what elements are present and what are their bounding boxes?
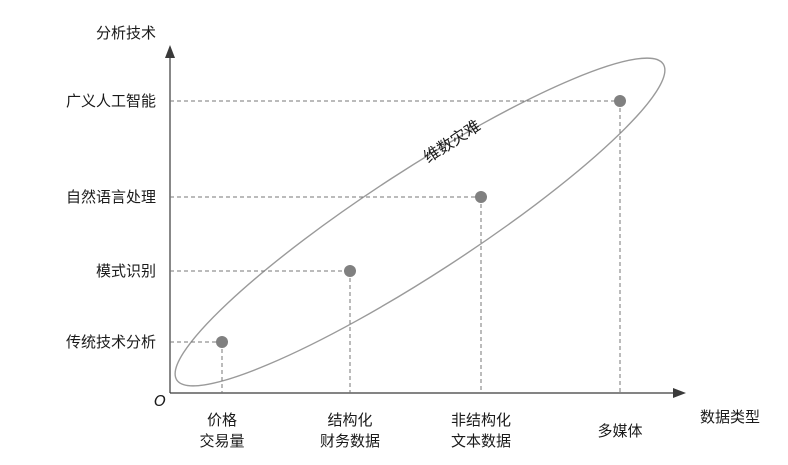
y-label-2: 模式识别	[96, 262, 156, 280]
x-label-2-line-2: 财务数据	[320, 432, 380, 450]
x-label-1-line-2: 交易量	[199, 432, 244, 450]
x-label-3-line-1: 非结构化	[451, 411, 511, 429]
x-axis-title: 数据类型	[700, 408, 760, 426]
y-axis-title: 分析技术	[96, 24, 156, 42]
y-axis-arrow	[165, 45, 175, 58]
origin-label: O	[154, 392, 166, 410]
point-2	[344, 265, 356, 277]
point-3	[475, 191, 487, 203]
x-axis-arrow	[673, 388, 686, 398]
band-label: 维数灾难	[420, 116, 484, 167]
point-4	[614, 95, 626, 107]
y-label-1: 传统技术分析	[66, 333, 156, 351]
x-label-3-line-2: 文本数据	[451, 432, 511, 450]
point-1	[216, 336, 228, 348]
x-label-1-line-1: 价格	[207, 411, 237, 429]
y-label-3: 自然语言处理	[66, 188, 156, 206]
y-label-4: 广义人工智能	[66, 92, 156, 110]
x-label-4: 多媒体	[597, 422, 642, 440]
guide-lines	[170, 100, 621, 393]
band-ellipse	[174, 57, 666, 387]
x-label-2-line-1: 结构化	[327, 411, 372, 429]
